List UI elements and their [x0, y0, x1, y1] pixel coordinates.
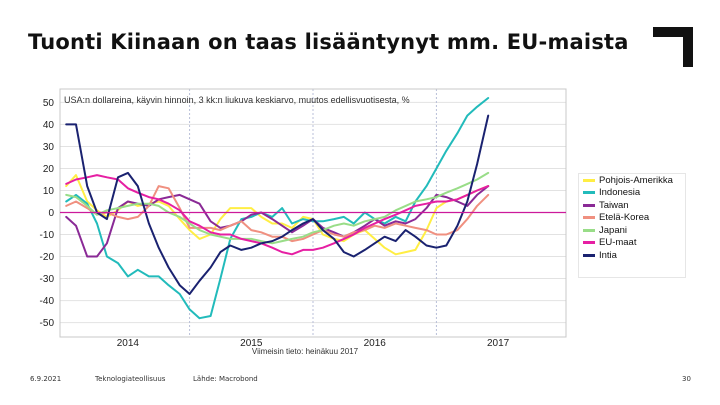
x-tick-label: 2015	[240, 338, 263, 349]
series-line-japani	[65, 171, 490, 245]
y-tick-label: 10	[43, 186, 55, 197]
legend-label: Etelä-Korea	[599, 212, 650, 224]
x-tick-label: 2016	[364, 338, 387, 349]
legend-item: Taiwan	[579, 199, 685, 212]
series-layer	[60, 97, 566, 320]
legend-swatch	[583, 228, 595, 232]
y-tick-label: 30	[43, 142, 55, 153]
series-line-intia	[65, 114, 490, 295]
legend-swatch	[583, 241, 595, 245]
legend-swatch	[583, 203, 595, 207]
legend-label: Pohjois-Amerikka	[599, 174, 673, 186]
y-tick-label: 50	[43, 98, 55, 109]
footer-organization: Teknologiateollisuus	[95, 375, 166, 383]
legend-label: EU-maat	[599, 237, 637, 249]
axis-layer: 50 40 30 20 10 0 -10 -20 -30 -40 -50 2014 2015 2016 20…	[40, 98, 510, 349]
legend-item: Intia	[579, 249, 685, 262]
x-tick-label: 2017	[487, 338, 510, 349]
legend-label: Japani	[599, 224, 627, 236]
legend-swatch	[583, 253, 595, 257]
legend-label: Indonesia	[599, 187, 641, 199]
legend-item: Etelä-Korea	[579, 212, 685, 225]
y-tick-label: 20	[43, 164, 55, 175]
brand-logo	[653, 27, 693, 67]
brand-logo-mark	[653, 27, 693, 67]
legend-item: EU-maat	[579, 237, 685, 250]
slide-title: Tuonti Kiinaan on taas lisääntynyt mm. E…	[28, 30, 629, 54]
y-tick-label: -50	[40, 318, 55, 329]
series-line-eu-maat	[65, 174, 490, 256]
footer-source: Lähde: Macrobond	[193, 375, 258, 383]
y-tick-label: -10	[40, 230, 55, 241]
y-tick-label: -40	[40, 296, 55, 307]
legend-item: Japani	[579, 224, 685, 237]
chart-subtitle: USA:n dollareina, käyvin hinnoin, 3 kk:n…	[64, 95, 410, 105]
y-tick-label: 40	[43, 120, 55, 131]
footer-date: 6.9.2021	[30, 375, 62, 383]
legend-label: Taiwan	[599, 199, 629, 211]
series-line-etelä-korea	[65, 185, 490, 243]
x-tick-label: 2014	[117, 338, 140, 349]
y-tick-label: -30	[40, 274, 55, 285]
y-tick-label: 0	[48, 208, 54, 219]
y-tick-label: -20	[40, 252, 55, 263]
legend-item: Indonesia	[579, 187, 685, 200]
legend-item: Pohjois-Amerikka	[579, 174, 685, 187]
legend-swatch	[583, 178, 595, 182]
chart-note: Viimeisin tieto: heinäkuu 2017	[252, 347, 359, 356]
legend-swatch	[583, 216, 595, 220]
page-number: 30	[682, 375, 691, 383]
legend-swatch	[583, 191, 595, 195]
legend-label: Intia	[599, 249, 617, 261]
chart-legend: Pohjois-Amerikka Indonesia Taiwan Etelä-Kor…	[578, 173, 686, 278]
